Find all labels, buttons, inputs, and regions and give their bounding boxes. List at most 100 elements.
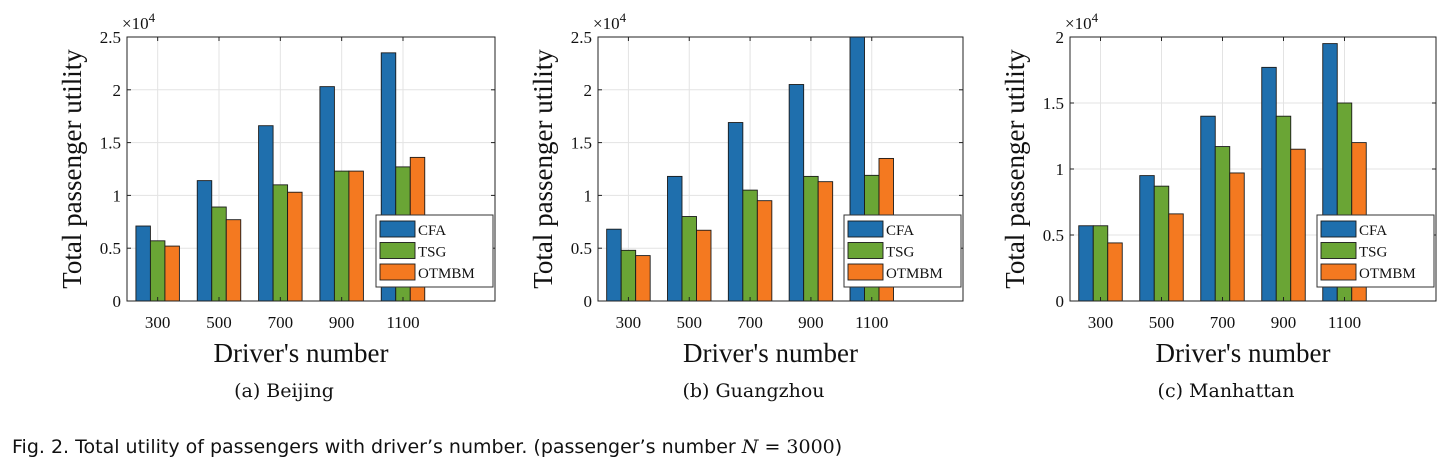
caption-text: Fig. 2. Total utility of passengers with… bbox=[12, 436, 742, 458]
legend-label-tsg: TSG bbox=[418, 245, 447, 261]
y-tick-label: 2.5 bbox=[571, 28, 592, 47]
bar-cfa bbox=[1200, 115, 1216, 302]
y-tick-label: 1 bbox=[113, 186, 122, 205]
y-tick-label: 0.5 bbox=[571, 239, 592, 258]
bar-cfa bbox=[1139, 175, 1155, 302]
bar-tsg bbox=[742, 189, 758, 302]
x-axis-label: Driver's number bbox=[213, 338, 388, 368]
legend-label-otmbm: OTMBM bbox=[886, 266, 943, 282]
legend-swatch-tsg bbox=[1320, 242, 1357, 259]
x-tick-label: 300 bbox=[1088, 313, 1114, 332]
bar-otmbm bbox=[348, 170, 364, 302]
bar-otmbm bbox=[635, 255, 651, 302]
y-tick-label: 1.5 bbox=[1043, 94, 1064, 113]
bar-tsg bbox=[803, 175, 819, 302]
legend-swatch-cfa bbox=[379, 220, 416, 238]
x-tick-label: 300 bbox=[616, 313, 642, 332]
x-axis-label: Driver's number bbox=[1155, 338, 1330, 368]
bar-otmbm bbox=[1168, 213, 1184, 302]
bar-otmbm bbox=[1107, 242, 1123, 302]
bar-cfa bbox=[788, 84, 805, 302]
bar-cfa bbox=[606, 228, 622, 302]
y-axis-label: Total passenger utility bbox=[57, 49, 87, 289]
legend-swatch-otmbm bbox=[379, 263, 416, 281]
bar-otmbm bbox=[225, 219, 242, 302]
chart-panel-2: 0 0.5 1 1.5 2 2.5 300 500 700 900 1100 ×104 Driver's… bbox=[528, 10, 964, 402]
x-tick-label: 500 bbox=[677, 313, 703, 332]
x-tick-label: 900 bbox=[329, 313, 355, 332]
legend-swatch-otmbm bbox=[1320, 263, 1357, 281]
legend-label-cfa: CFA bbox=[418, 223, 446, 239]
bar-tsg bbox=[1275, 115, 1292, 302]
axes-box bbox=[126, 36, 496, 302]
y-tick-label: 0.5 bbox=[100, 239, 121, 258]
y-exponent-label: ×104 bbox=[1065, 10, 1099, 33]
x-tick-label: 300 bbox=[145, 313, 171, 332]
bar-otmbm bbox=[287, 191, 303, 302]
bar-otmbm bbox=[817, 181, 834, 302]
legend-swatch-tsg bbox=[847, 242, 884, 259]
y-axis-label: Total passenger utility bbox=[1000, 49, 1030, 289]
legend-label-otmbm: OTMBM bbox=[1359, 266, 1416, 282]
subcaption: (c) Manhattan bbox=[1158, 380, 1295, 402]
bar-cfa bbox=[667, 175, 683, 302]
bar-cfa bbox=[196, 180, 213, 302]
y-exponent-label: ×104 bbox=[593, 10, 627, 33]
y-tick-label: 2 bbox=[1056, 28, 1065, 47]
x-tick-label: 1100 bbox=[386, 313, 419, 332]
y-tick-label: 1 bbox=[584, 186, 593, 205]
bar-tsg bbox=[272, 184, 289, 302]
bar-tsg bbox=[211, 206, 227, 302]
y-tick-label: 1.5 bbox=[571, 134, 592, 153]
bar-tsg bbox=[1214, 146, 1231, 302]
y-axis-label: Total passenger utility bbox=[528, 49, 558, 289]
y-exponent-power: 4 bbox=[149, 10, 156, 25]
x-tick-label: 900 bbox=[1271, 313, 1297, 332]
legend-label-tsg: TSG bbox=[886, 245, 915, 261]
legend-swatch-cfa bbox=[1320, 220, 1357, 238]
bar-otmbm bbox=[756, 200, 773, 302]
y-exponent-power: 4 bbox=[620, 10, 627, 25]
y-exponent-label: ×104 bbox=[122, 10, 156, 33]
caption-variable: N bbox=[741, 436, 759, 458]
bar-tsg bbox=[681, 216, 697, 302]
bar-tsg bbox=[149, 240, 166, 302]
chart-panel-3: 0 0.5 1 1.5 2 300 500 700 900 1100 ×104 Driver's nu… bbox=[1000, 10, 1437, 402]
y-tick-label: 2 bbox=[113, 81, 122, 100]
bar-tsg bbox=[1092, 225, 1109, 302]
x-tick-label: 900 bbox=[798, 313, 824, 332]
y-tick-label: 0.5 bbox=[1043, 226, 1064, 245]
y-tick-label: 1.5 bbox=[100, 134, 121, 153]
y-tick-label: 0 bbox=[113, 292, 122, 311]
y-tick-label: 2 bbox=[584, 81, 593, 100]
legend-label-tsg: TSG bbox=[1359, 245, 1388, 261]
y-tick-label: 0 bbox=[584, 292, 593, 311]
x-axis-label: Driver's number bbox=[683, 338, 858, 368]
y-tick-label: 1 bbox=[1056, 160, 1065, 179]
axes-box bbox=[597, 36, 964, 302]
caption-equals: = bbox=[758, 436, 787, 458]
x-tick-label: 700 bbox=[737, 313, 763, 332]
legend-swatch-tsg bbox=[379, 242, 416, 259]
y-tick-label: 2.5 bbox=[100, 28, 121, 47]
bar-tsg bbox=[620, 249, 637, 302]
bar-cfa bbox=[135, 225, 151, 302]
x-tick-label: 1100 bbox=[1328, 313, 1361, 332]
bar-cfa bbox=[319, 86, 335, 302]
y-tick-label: 0 bbox=[1056, 292, 1065, 311]
figure-caption: Fig. 2. Total utility of passengers with… bbox=[12, 436, 842, 458]
bar-cfa bbox=[727, 122, 744, 302]
bar-tsg bbox=[333, 170, 350, 302]
legend-swatch-cfa bbox=[847, 220, 884, 238]
x-tick-label: 700 bbox=[268, 313, 294, 332]
y-exponent-power: 4 bbox=[1092, 10, 1099, 25]
legend-swatch-otmbm bbox=[847, 263, 884, 281]
caption-value: 3000 bbox=[786, 436, 835, 458]
subcaption: (a) Beijing bbox=[234, 380, 334, 402]
bar-cfa bbox=[1261, 66, 1277, 302]
subcaption: (b) Guangzhou bbox=[682, 380, 824, 402]
legend-label-otmbm: OTMBM bbox=[418, 266, 475, 282]
legend-label-cfa: CFA bbox=[886, 223, 914, 239]
chart-panel-1: 0 0.5 1 1.5 2 2.5 300 500 700 900 1100 ×104 Driver's… bbox=[57, 10, 496, 402]
